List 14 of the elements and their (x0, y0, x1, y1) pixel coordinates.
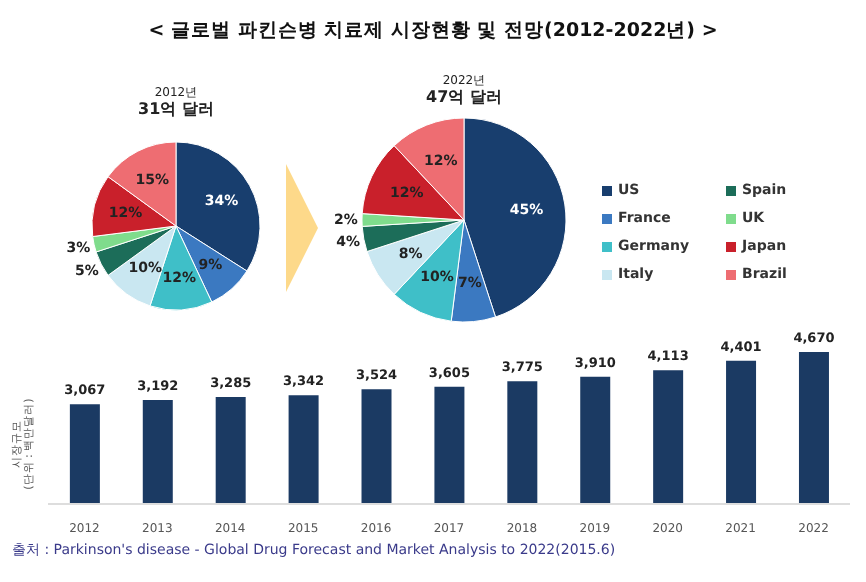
bar (288, 395, 319, 504)
bar (69, 404, 100, 504)
bar (580, 376, 611, 504)
bar (361, 389, 392, 504)
text: < 글로벌 파킨슨병 치료제 시장현황 및 전망(2012-2022년) > (146, 18, 720, 44)
bar (653, 370, 684, 504)
chart-subtitle: 47억 달러 (424, 87, 504, 107)
bar (507, 381, 538, 504)
bar (215, 397, 246, 504)
bar (142, 400, 173, 504)
bar (434, 386, 465, 504)
bar (726, 360, 757, 504)
bar (798, 352, 829, 504)
chart-subtitle: 31억 달러 (136, 99, 216, 119)
